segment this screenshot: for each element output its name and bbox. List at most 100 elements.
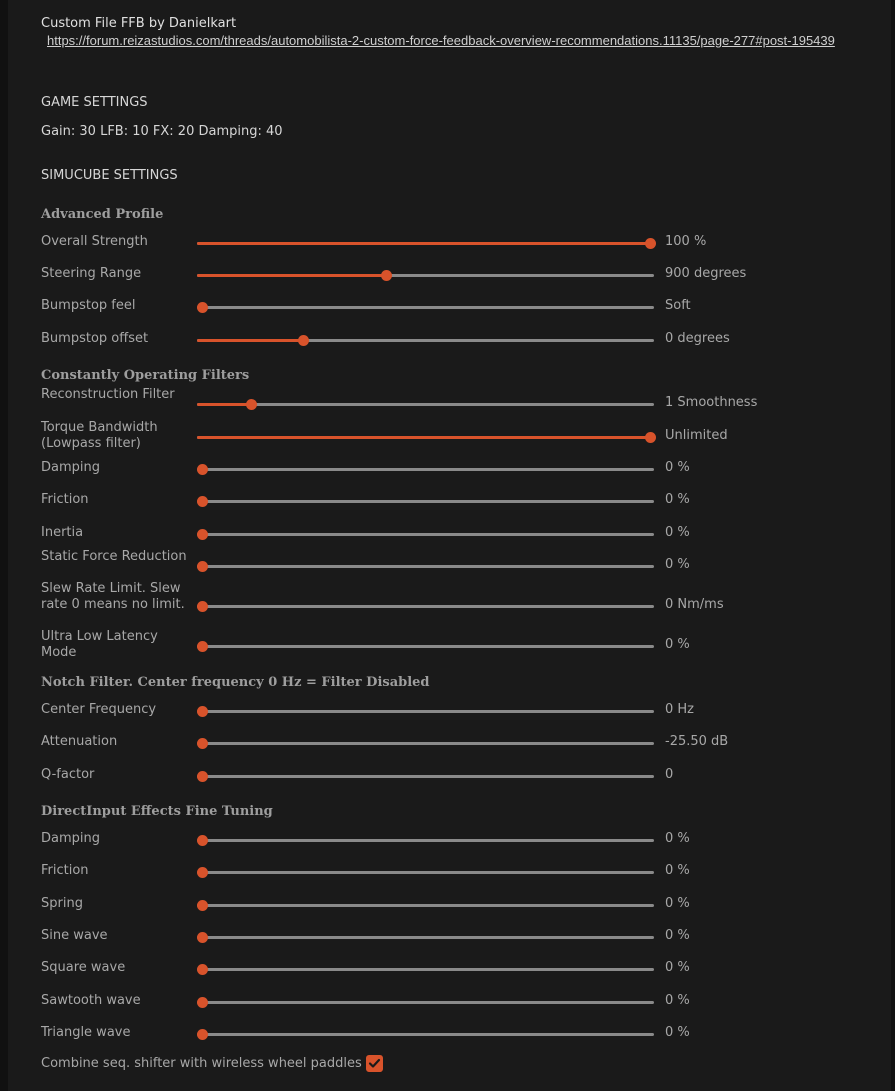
slider-label: Attenuation xyxy=(41,734,118,749)
game-settings-heading: GAME SETTINGS xyxy=(41,95,148,110)
forum-link[interactable]: https://forum.reizastudios.com/threads/a… xyxy=(47,33,835,48)
slider-track[interactable] xyxy=(197,464,654,475)
slider-track[interactable] xyxy=(197,771,654,782)
slider-label: Triangle wave xyxy=(41,1025,131,1040)
slider-thumb[interactable] xyxy=(645,238,656,249)
slider-track[interactable] xyxy=(197,601,654,612)
slider-thumb[interactable] xyxy=(197,641,208,652)
slider-track[interactable] xyxy=(197,496,654,507)
slider-thumb[interactable] xyxy=(197,496,208,507)
slider-value: 0 Hz xyxy=(665,702,695,717)
slider-fill xyxy=(197,274,386,277)
slider-thumb[interactable] xyxy=(197,771,208,782)
slider-thumb[interactable] xyxy=(197,1029,208,1040)
slider-track[interactable] xyxy=(197,900,654,911)
left-edge xyxy=(0,0,8,1091)
slider-value: 0 % xyxy=(665,557,690,572)
slider-track[interactable] xyxy=(197,738,654,749)
slider-track[interactable] xyxy=(197,997,654,1008)
slider-track[interactable] xyxy=(197,302,654,313)
slider-label: Sine wave xyxy=(41,928,108,943)
slider-label: Torque Bandwidth (Lowpass filter) xyxy=(41,420,158,451)
slider-label: Static Force Reduction xyxy=(41,549,187,564)
slider-thumb[interactable] xyxy=(380,270,392,281)
slider-value: 0 % xyxy=(665,863,690,878)
game-settings-values: Gain: 30 LFB: 10 FX: 20 Damping: 40 xyxy=(41,124,283,139)
slider-thumb[interactable] xyxy=(197,900,208,911)
slider-track[interactable] xyxy=(197,867,654,878)
slider-value: 0 % xyxy=(665,896,690,911)
slider-label: Inertia xyxy=(41,525,84,540)
simucube-settings-heading: SIMUCUBE SETTINGS xyxy=(41,168,178,183)
slider-thumb[interactable] xyxy=(197,738,208,749)
slider-label: Q-factor xyxy=(41,767,95,782)
slider-thumb[interactable] xyxy=(197,835,208,846)
slider-label: Slew Rate Limit. Slew rate 0 means no li… xyxy=(41,581,185,612)
combine-shifter-label: Combine seq. shifter with wireless wheel… xyxy=(41,1056,362,1071)
slider-track[interactable] xyxy=(197,964,654,975)
slider-label: Damping xyxy=(41,831,100,846)
slider-thumb[interactable] xyxy=(197,464,208,475)
slider-thumb[interactable] xyxy=(197,302,208,313)
slider-value: 0 % xyxy=(665,1025,690,1040)
slider-thumb[interactable] xyxy=(197,964,208,975)
slider-label: Steering Range xyxy=(41,266,142,281)
slider-value: 1 Smoothness xyxy=(665,395,758,410)
slider-fill xyxy=(197,339,303,342)
slider-label: Center Frequency xyxy=(41,702,157,717)
slider-track[interactable] xyxy=(197,335,654,346)
constant-filters-heading: Constantly Operating Filters xyxy=(41,368,250,383)
slider-label: Friction xyxy=(41,863,89,878)
slider-value: 0 % xyxy=(665,928,690,943)
slider-thumb[interactable] xyxy=(197,601,208,612)
slider-value: 0 xyxy=(665,767,674,782)
checkmark-icon xyxy=(368,1058,381,1068)
slider-value: 0 % xyxy=(665,960,690,975)
slider-thumb[interactable] xyxy=(246,399,258,410)
slider-track[interactable] xyxy=(197,1029,654,1040)
slider-track[interactable] xyxy=(197,529,654,540)
slider-fill xyxy=(197,403,252,406)
slider-label: Bumpstop offset xyxy=(41,331,149,346)
slider-track[interactable] xyxy=(197,432,656,443)
slider-label: Ultra Low Latency Mode xyxy=(41,629,158,660)
slider-value: 900 degrees xyxy=(665,266,747,281)
slider-fill xyxy=(197,242,650,245)
slider-thumb[interactable] xyxy=(197,529,208,540)
slider-track[interactable] xyxy=(197,238,656,249)
slider-track[interactable] xyxy=(197,641,654,652)
slider-thumb[interactable] xyxy=(197,997,208,1008)
slider-track[interactable] xyxy=(197,706,654,717)
slider-value: 0 % xyxy=(665,993,690,1008)
slider-track[interactable] xyxy=(197,835,654,846)
slider-label: Sawtooth wave xyxy=(41,993,141,1008)
slider-value: 0 % xyxy=(665,492,690,507)
slider-label: Reconstruction Filter xyxy=(41,387,175,402)
combine-shifter-checkbox[interactable] xyxy=(366,1055,383,1072)
slider-thumb[interactable] xyxy=(297,335,309,346)
slider-fill xyxy=(197,436,650,439)
directinput-heading: DirectInput Effects Fine Tuning xyxy=(41,804,273,819)
advanced-profile-heading: Advanced Profile xyxy=(41,207,164,222)
slider-value: 0 Nm/ms xyxy=(665,597,724,612)
slider-track[interactable] xyxy=(197,270,654,281)
slider-value: 100 % xyxy=(665,234,707,249)
slider-thumb[interactable] xyxy=(197,932,208,943)
slider-track[interactable] xyxy=(197,932,654,943)
slider-value: 0 % xyxy=(665,525,690,540)
slider-thumb[interactable] xyxy=(197,867,208,878)
slider-label: Overall Strength xyxy=(41,234,148,249)
slider-value: 0 degrees xyxy=(665,331,730,346)
page-title: Custom File FFB by Danielkart xyxy=(41,16,237,31)
slider-thumb[interactable] xyxy=(645,432,656,443)
slider-value: Soft xyxy=(665,298,691,313)
slider-track[interactable] xyxy=(197,561,654,572)
slider-label: Friction xyxy=(41,492,89,507)
slider-value: Unlimited xyxy=(665,428,728,443)
slider-thumb[interactable] xyxy=(197,561,208,572)
slider-value: 0 % xyxy=(665,637,690,652)
notch-filter-heading: Notch Filter. Center frequency 0 Hz = Fi… xyxy=(41,675,430,690)
slider-track[interactable] xyxy=(197,399,654,410)
slider-thumb[interactable] xyxy=(197,706,208,717)
slider-value: 0 % xyxy=(665,831,690,846)
